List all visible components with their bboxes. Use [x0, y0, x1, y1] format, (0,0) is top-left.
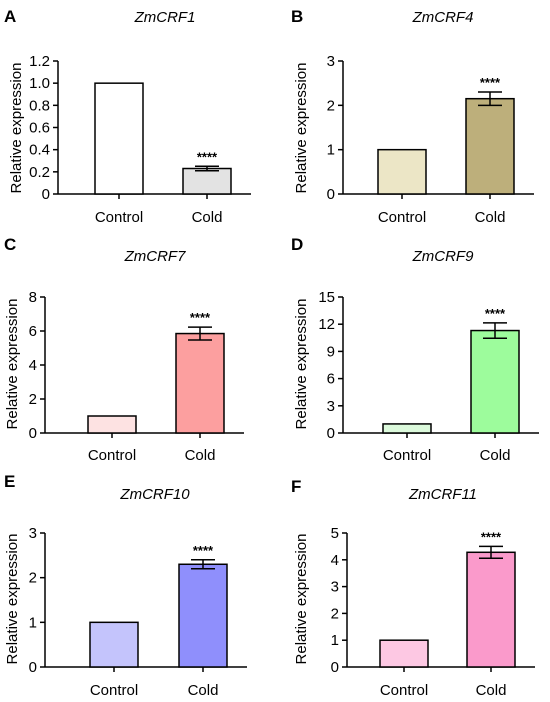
y-tick-label: 8	[29, 289, 37, 306]
y-tick-label: 0.6	[29, 120, 50, 137]
y-axis-label: Relative expression	[293, 534, 310, 665]
y-tick-label: 0	[29, 425, 37, 442]
y-tick-label: 0.2	[29, 164, 50, 181]
y-axis-label: Relative expression	[8, 63, 25, 194]
y-tick-label: 1	[327, 142, 335, 159]
panel-letter: B	[291, 7, 303, 26]
y-tick-label: 0.8	[29, 97, 50, 114]
panel-a: A ZmCRF1 Relative expression 0 0.2 0.4 0.6 0.8 1…	[4, 7, 251, 226]
bar-control	[379, 639, 429, 668]
y-tick-label: 9	[327, 343, 335, 360]
chart-title: ZmCRF9	[412, 248, 474, 265]
x-tick-label: Cold	[480, 447, 511, 464]
panel-letter: C	[4, 235, 16, 254]
y-tick-label: 1.2	[29, 53, 50, 70]
x-tick-label: Cold	[475, 209, 506, 226]
y-tick-label: 4	[29, 357, 37, 374]
chart-title: ZmCRF11	[408, 486, 477, 503]
x-tick-label: Cold	[192, 209, 223, 226]
y-tick-label: 1	[331, 632, 339, 649]
y-tick-label: 2	[29, 391, 37, 408]
panel-e: E ZmCRF10 Relative expression 0 1 2 3 Control Co…	[4, 472, 247, 699]
bar-cold	[470, 329, 520, 434]
y-tick-label: 3	[327, 398, 335, 415]
panel-letter: D	[291, 235, 303, 254]
panel-d: D ZmCRF9 Relative expression 0 3 6 9 12 15 Contro…	[291, 235, 539, 464]
y-tick-label: 0.4	[29, 142, 50, 159]
y-axis-label: Relative expression	[4, 299, 21, 430]
x-tick-label: Cold	[185, 447, 216, 464]
panel-letter: E	[4, 472, 15, 491]
y-tick-label: 12	[318, 316, 335, 333]
x-tick-label: Control	[95, 209, 143, 226]
chart-title: ZmCRF10	[119, 486, 190, 503]
panel-b: B ZmCRF4 Relative expression 0 1 2 3 Control Col…	[291, 7, 534, 226]
bar-cold	[466, 551, 516, 668]
y-tick-label: 0	[29, 659, 37, 676]
y-tick-label: 0	[327, 425, 335, 442]
y-axis-label: Relative expression	[293, 63, 310, 194]
y-tick-label: 4	[331, 552, 339, 569]
x-tick-label: Control	[88, 447, 136, 464]
y-axis-label: Relative expression	[4, 534, 21, 665]
x-tick-label: Control	[383, 447, 431, 464]
y-tick-label: 15	[318, 289, 335, 306]
y-tick-label: 6	[29, 323, 37, 340]
y-tick-label: 0	[42, 186, 50, 203]
y-tick-label: 2	[29, 570, 37, 587]
bar-cold	[182, 167, 232, 195]
significance-label: ****	[193, 543, 214, 558]
significance-label: ****	[480, 75, 501, 90]
x-tick-label: Control	[380, 682, 428, 699]
bar-control	[382, 423, 432, 434]
panel-f: F ZmCRF11 Relative expression 0 1 2 3 4 5 Control…	[291, 477, 535, 699]
bar-control	[87, 415, 137, 434]
x-tick-label: Cold	[476, 682, 507, 699]
y-tick-label: 5	[331, 525, 339, 542]
bar-control	[377, 148, 427, 195]
significance-label: ****	[197, 149, 218, 164]
bar-cold	[178, 563, 228, 668]
y-tick-label: 0	[331, 659, 339, 676]
y-tick-label: 1	[29, 614, 37, 631]
y-tick-label: 3	[327, 53, 335, 70]
bar-control	[94, 82, 144, 195]
bar-cold	[175, 332, 225, 434]
y-tick-label: 0	[327, 186, 335, 203]
y-tick-label: 2	[327, 97, 335, 114]
panel-c: C ZmCRF7 Relative expression 0 2 4 6 8 Control Co…	[4, 235, 244, 464]
chart-title: ZmCRF1	[134, 9, 196, 26]
y-tick-label: 6	[327, 371, 335, 388]
significance-label: ****	[190, 310, 211, 325]
panel-letter: A	[4, 7, 16, 26]
y-tick-label: 3	[29, 525, 37, 542]
panel-letter: F	[291, 477, 301, 496]
bar-control	[89, 621, 139, 668]
y-axis-label: Relative expression	[293, 299, 310, 430]
chart-title: ZmCRF7	[124, 248, 186, 265]
significance-label: ****	[481, 529, 502, 544]
significance-label: ****	[485, 306, 506, 321]
y-tick-label: 1.0	[29, 75, 50, 92]
y-tick-label: 2	[331, 605, 339, 622]
x-tick-label: Cold	[188, 682, 219, 699]
x-tick-label: Control	[90, 682, 138, 699]
bar-cold	[465, 97, 515, 195]
x-tick-label: Control	[378, 209, 426, 226]
y-tick-label: 3	[331, 579, 339, 596]
chart-title: ZmCRF4	[412, 9, 474, 26]
